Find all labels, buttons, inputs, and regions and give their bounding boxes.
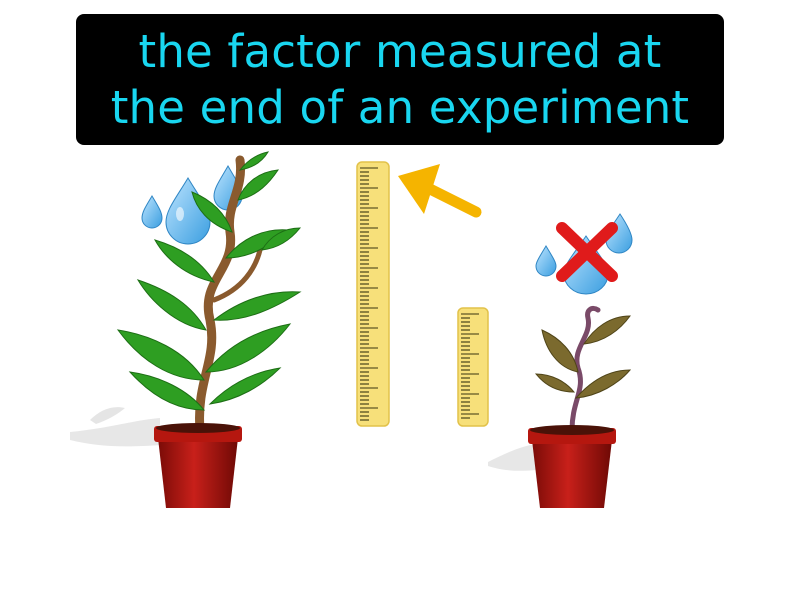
left-plant-leaves bbox=[116, 151, 302, 411]
unwatered-plant bbox=[488, 213, 633, 508]
ruler-short bbox=[457, 307, 489, 427]
no-water-icon bbox=[535, 213, 633, 295]
cross-icon bbox=[556, 222, 618, 282]
right-plant-leaves bbox=[534, 315, 632, 399]
left-pot bbox=[154, 423, 242, 508]
definition-caption: the factor measured at the end of an exp… bbox=[76, 14, 724, 145]
right-plant-shadow bbox=[488, 444, 536, 471]
left-plant-stem bbox=[195, 155, 246, 435]
left-plant-shadow bbox=[70, 407, 160, 447]
watered-plant bbox=[70, 151, 302, 508]
right-pot bbox=[528, 425, 616, 508]
ruler-tall bbox=[356, 161, 390, 427]
caption-line-1: the factor measured at bbox=[138, 24, 662, 78]
arrow-icon bbox=[398, 164, 482, 218]
caption-line-2: the end of an experiment bbox=[110, 80, 690, 134]
